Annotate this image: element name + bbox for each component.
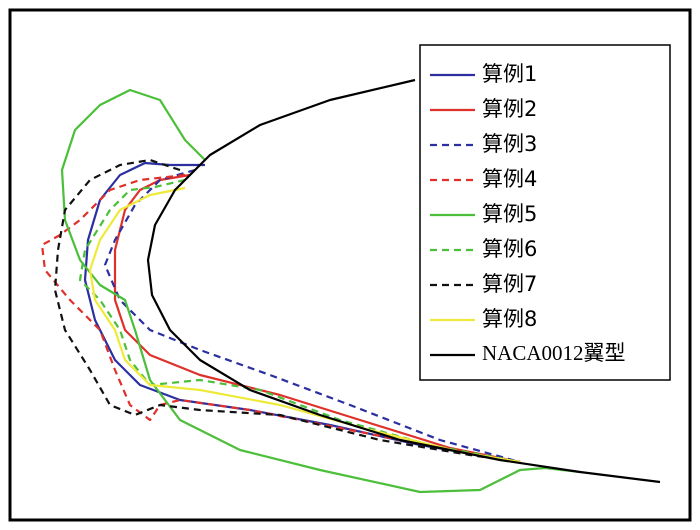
legend-box — [419, 44, 671, 381]
series-line — [53, 158, 521, 464]
legend-label: 算例4 — [482, 167, 537, 191]
legend-label: 算例5 — [482, 202, 537, 226]
legend-label: 算例8 — [482, 307, 537, 331]
legend-label: NACA0012翼型 — [482, 341, 626, 365]
legend-label: 算例3 — [482, 132, 537, 156]
legend-label: 算例6 — [482, 237, 537, 261]
series-line — [113, 173, 521, 464]
legend-label: 算例2 — [482, 97, 537, 121]
series-line — [40, 173, 521, 464]
series-line — [60, 88, 581, 494]
legend-label: 算例1 — [482, 62, 537, 86]
legend-label: 算例7 — [482, 272, 537, 296]
series-line — [78, 178, 521, 464]
series-line — [146, 78, 661, 484]
